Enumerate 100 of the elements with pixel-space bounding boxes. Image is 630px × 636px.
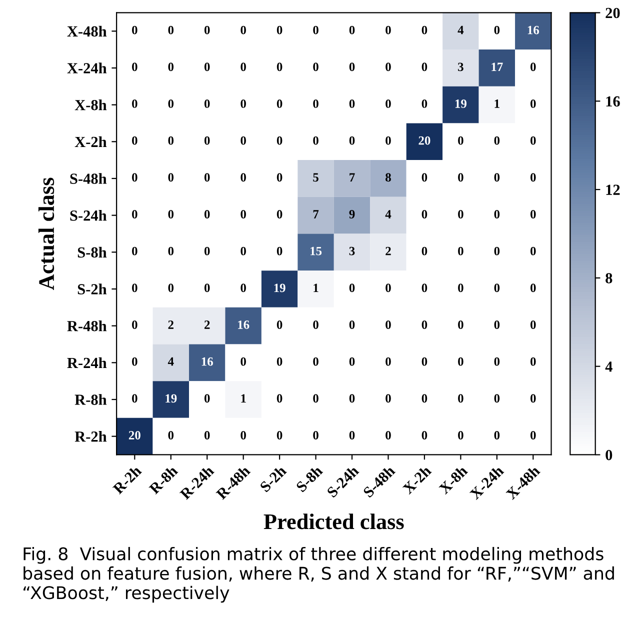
y-tick-label: R-8h <box>74 394 107 405</box>
data-label: 0 <box>349 431 355 440</box>
data-label: 0 <box>168 210 174 218</box>
data-label: 0 <box>313 100 318 108</box>
data-label: 0 <box>422 394 428 403</box>
data-label: 16 <box>238 320 250 329</box>
data-label: 0 <box>240 100 246 108</box>
data-label: 0 <box>386 100 391 108</box>
data-label: 3 <box>458 62 464 72</box>
data-label: 8 <box>386 173 391 182</box>
data-label: 0 <box>276 246 282 256</box>
data-label: 0 <box>204 284 210 292</box>
y-tick-label: S-8h <box>78 246 107 258</box>
y-tick-label: S-48h <box>70 173 107 184</box>
color-bar-label: 0 <box>606 450 612 460</box>
data-label: 0 <box>168 173 174 182</box>
data-label: 0 <box>168 246 174 256</box>
data-label: 0 <box>349 100 355 108</box>
y-tick-label: R-48h <box>67 320 107 332</box>
y-tick-label: R-24h <box>67 357 107 368</box>
x-tick-label: S-8h <box>295 464 324 493</box>
data-label: 0 <box>240 210 246 218</box>
data-label: 0 <box>132 357 138 366</box>
data-label: 0 <box>458 284 464 292</box>
data-label: 0 <box>349 136 355 145</box>
data-label: 0 <box>204 394 210 403</box>
data-label: 0 <box>530 357 536 366</box>
data-label: 0 <box>386 431 391 440</box>
data-label: 0 <box>132 26 138 34</box>
x-axis-title: Predicted class <box>264 514 404 530</box>
data-label: 0 <box>276 320 282 329</box>
data-label: 0 <box>132 100 138 108</box>
data-label: 0 <box>276 26 282 34</box>
data-label: 0 <box>132 62 138 72</box>
data-label: 0 <box>276 431 282 440</box>
data-label: 0 <box>386 62 391 72</box>
y-tick-label: R-2h <box>74 431 107 442</box>
data-label: 0 <box>313 320 318 329</box>
data-label: 0 <box>530 284 536 292</box>
data-label: 0 <box>349 394 355 403</box>
data-label: 0 <box>530 394 536 403</box>
data-label: 0 <box>494 246 500 256</box>
data-label: 0 <box>530 100 536 108</box>
data-label: 0 <box>458 320 464 329</box>
data-label: 0 <box>458 431 464 440</box>
color-bar-label: 16 <box>606 96 620 107</box>
data-label: 0 <box>386 320 391 329</box>
color-bar-label: 4 <box>605 362 612 372</box>
data-label: 0 <box>240 26 246 34</box>
data-label: 9 <box>349 210 355 218</box>
data-label: 0 <box>494 173 500 182</box>
data-label: 0 <box>458 136 464 145</box>
x-tick-label: S-2h <box>259 464 288 493</box>
data-label: 7 <box>350 173 355 182</box>
data-label: 0 <box>422 100 428 108</box>
data-label: 0 <box>422 431 428 440</box>
y-tick-label: S-2h <box>78 284 107 294</box>
data-label: 0 <box>168 62 174 72</box>
data-label: 0 <box>276 394 282 403</box>
data-label: 0 <box>349 26 355 34</box>
data-label: 0 <box>530 431 536 440</box>
data-label: 4 <box>385 210 392 218</box>
data-label: 0 <box>240 357 246 366</box>
data-label: 3 <box>349 246 355 256</box>
color-bar-label: 8 <box>606 273 612 284</box>
data-label: 1 <box>241 394 246 402</box>
data-label: 0 <box>494 394 500 403</box>
data-label: 0 <box>276 173 282 182</box>
data-label: 0 <box>168 284 174 292</box>
data-label: 0 <box>132 173 138 182</box>
data-label: 0 <box>276 62 282 72</box>
data-label: 0 <box>386 136 391 145</box>
data-label: 0 <box>530 246 536 256</box>
data-label: 0 <box>240 246 246 256</box>
data-label: 0 <box>422 246 428 256</box>
data-label: 20 <box>128 431 140 440</box>
data-label: 0 <box>494 284 500 292</box>
data-label: 0 <box>313 26 318 34</box>
data-label: 0 <box>494 431 500 440</box>
data-label: 0 <box>530 210 536 218</box>
data-label: 0 <box>240 136 246 145</box>
data-label: 0 <box>458 173 464 182</box>
data-label: 2 <box>386 246 391 256</box>
data-label: 0 <box>204 246 210 256</box>
data-label: 0 <box>349 284 355 292</box>
data-label: 0 <box>132 210 138 218</box>
data-label: 0 <box>494 136 500 145</box>
data-label: 0 <box>276 210 282 218</box>
data-label: 20 <box>418 136 430 145</box>
data-label: 2 <box>168 320 174 329</box>
data-label: 19 <box>166 394 177 403</box>
data-label: 0 <box>204 100 210 108</box>
data-label: 0 <box>240 284 246 292</box>
data-label: 0 <box>204 136 210 145</box>
data-label: 0 <box>422 62 428 72</box>
y-tick-label: X-48h <box>67 26 107 37</box>
y-tick-label: X-24h <box>67 62 107 74</box>
data-label: 0 <box>132 284 138 292</box>
data-label: 0 <box>349 357 355 366</box>
data-label: 0 <box>313 431 318 440</box>
